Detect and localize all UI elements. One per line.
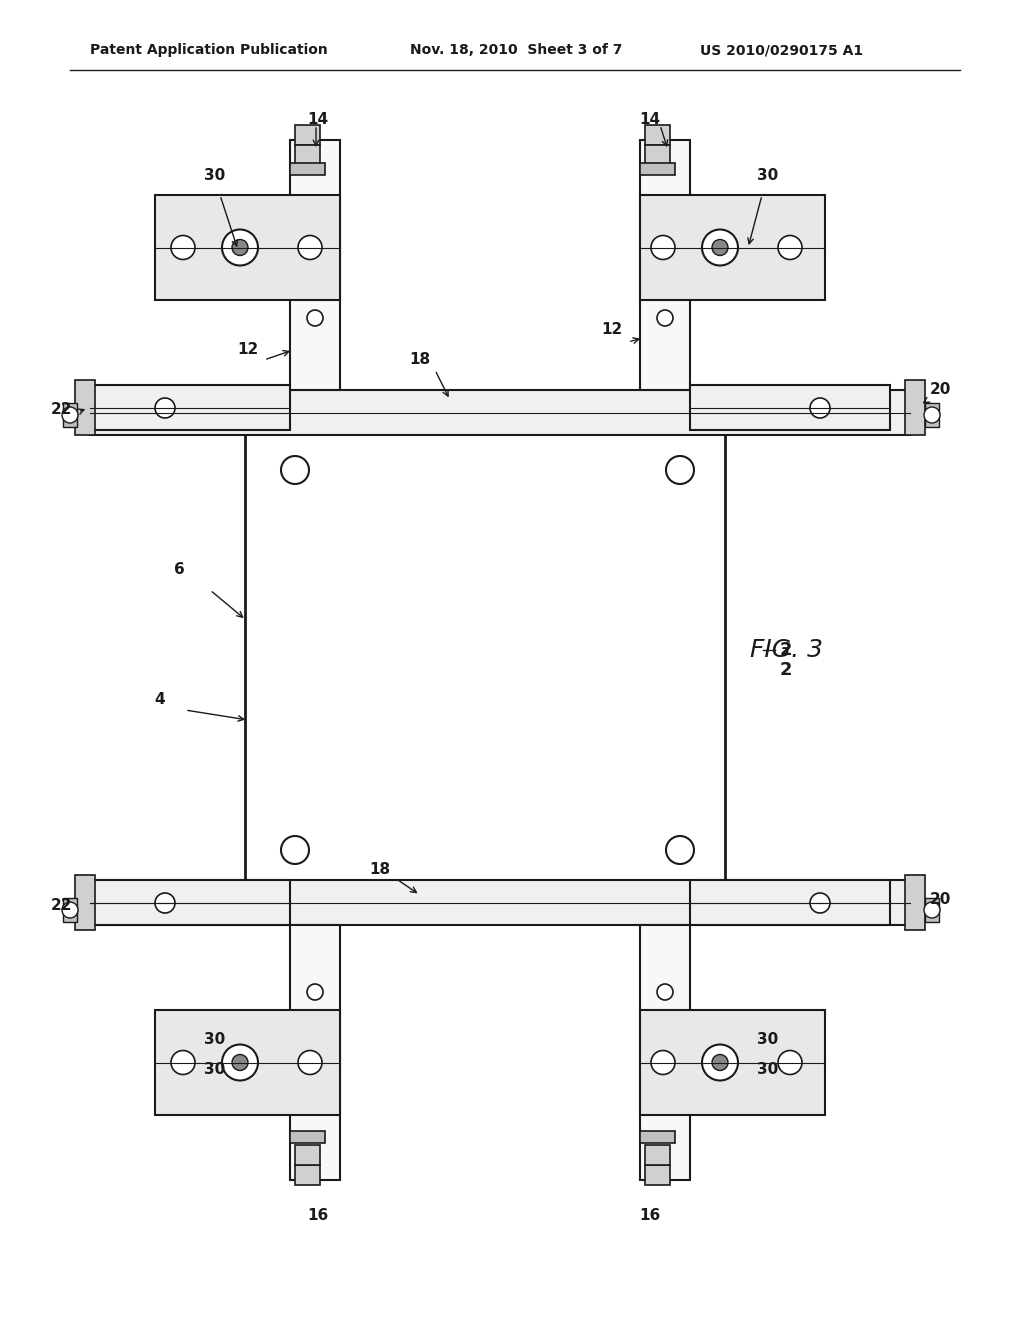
- Bar: [640, 1010, 825, 1115]
- Text: 30: 30: [758, 1032, 778, 1048]
- Text: 16: 16: [639, 1208, 660, 1222]
- Text: 16: 16: [307, 1208, 329, 1222]
- Bar: [75, 380, 95, 436]
- Text: 30: 30: [205, 1063, 225, 1077]
- Bar: [905, 380, 925, 436]
- Circle shape: [702, 230, 738, 265]
- Bar: [640, 925, 690, 1180]
- Text: Nov. 18, 2010  Sheet 3 of 7: Nov. 18, 2010 Sheet 3 of 7: [410, 44, 623, 57]
- Bar: [645, 1144, 670, 1166]
- Circle shape: [307, 983, 323, 1001]
- Circle shape: [307, 310, 323, 326]
- Circle shape: [222, 230, 258, 265]
- Bar: [90, 880, 910, 925]
- Text: 6: 6: [174, 562, 185, 578]
- Bar: [640, 195, 825, 300]
- Text: 18: 18: [370, 862, 390, 878]
- Text: 22: 22: [50, 403, 72, 417]
- Circle shape: [281, 836, 309, 865]
- Bar: [75, 875, 95, 931]
- Text: 22: 22: [50, 898, 72, 912]
- Bar: [290, 162, 325, 176]
- Circle shape: [155, 894, 175, 913]
- Bar: [245, 430, 725, 890]
- Circle shape: [810, 399, 830, 418]
- Bar: [295, 145, 319, 165]
- Circle shape: [657, 983, 673, 1001]
- Circle shape: [924, 902, 940, 917]
- Bar: [905, 875, 925, 931]
- Text: 30: 30: [205, 1032, 225, 1048]
- Text: 12: 12: [601, 322, 623, 338]
- Bar: [690, 880, 890, 925]
- Circle shape: [657, 310, 673, 326]
- Circle shape: [651, 235, 675, 260]
- Bar: [925, 898, 939, 921]
- Bar: [90, 389, 910, 436]
- Circle shape: [666, 836, 694, 865]
- Circle shape: [232, 239, 248, 256]
- Circle shape: [651, 1051, 675, 1074]
- Circle shape: [924, 407, 940, 422]
- Text: 30: 30: [758, 1063, 778, 1077]
- Bar: [290, 925, 340, 1180]
- Text: 4: 4: [155, 693, 165, 708]
- Bar: [645, 125, 670, 145]
- Circle shape: [702, 1044, 738, 1081]
- Circle shape: [62, 407, 78, 422]
- Text: US 2010/0290175 A1: US 2010/0290175 A1: [700, 44, 863, 57]
- Bar: [640, 1131, 675, 1143]
- Text: 2: 2: [780, 642, 793, 659]
- Circle shape: [62, 902, 78, 917]
- Text: 12: 12: [238, 342, 259, 358]
- Bar: [90, 880, 290, 925]
- Circle shape: [810, 894, 830, 913]
- Bar: [640, 162, 675, 176]
- Text: FIG. 3: FIG. 3: [750, 638, 823, 663]
- Bar: [290, 140, 340, 389]
- Bar: [295, 125, 319, 145]
- Text: 20: 20: [930, 892, 951, 908]
- Circle shape: [712, 239, 728, 256]
- Text: Patent Application Publication: Patent Application Publication: [90, 44, 328, 57]
- Circle shape: [232, 1055, 248, 1071]
- Text: 20: 20: [930, 383, 951, 397]
- Bar: [155, 1010, 340, 1115]
- Bar: [295, 1166, 319, 1185]
- Circle shape: [155, 399, 175, 418]
- Circle shape: [281, 455, 309, 484]
- Circle shape: [171, 235, 195, 260]
- Bar: [690, 385, 890, 430]
- Circle shape: [298, 235, 322, 260]
- Text: 14: 14: [307, 112, 329, 128]
- Circle shape: [171, 1051, 195, 1074]
- Circle shape: [778, 235, 802, 260]
- Circle shape: [712, 1055, 728, 1071]
- Bar: [155, 195, 340, 300]
- Bar: [290, 1131, 325, 1143]
- Bar: [640, 140, 690, 389]
- Bar: [63, 403, 77, 426]
- Bar: [295, 1144, 319, 1166]
- Text: 18: 18: [410, 352, 430, 367]
- Bar: [645, 1166, 670, 1185]
- Text: 14: 14: [639, 112, 660, 128]
- Bar: [90, 385, 290, 430]
- Circle shape: [298, 1051, 322, 1074]
- Text: 2: 2: [780, 661, 793, 678]
- Text: 30: 30: [758, 168, 778, 182]
- Circle shape: [778, 1051, 802, 1074]
- Text: 30: 30: [205, 168, 225, 182]
- Bar: [925, 403, 939, 426]
- Bar: [63, 898, 77, 921]
- Circle shape: [666, 455, 694, 484]
- Circle shape: [222, 1044, 258, 1081]
- Bar: [645, 145, 670, 165]
